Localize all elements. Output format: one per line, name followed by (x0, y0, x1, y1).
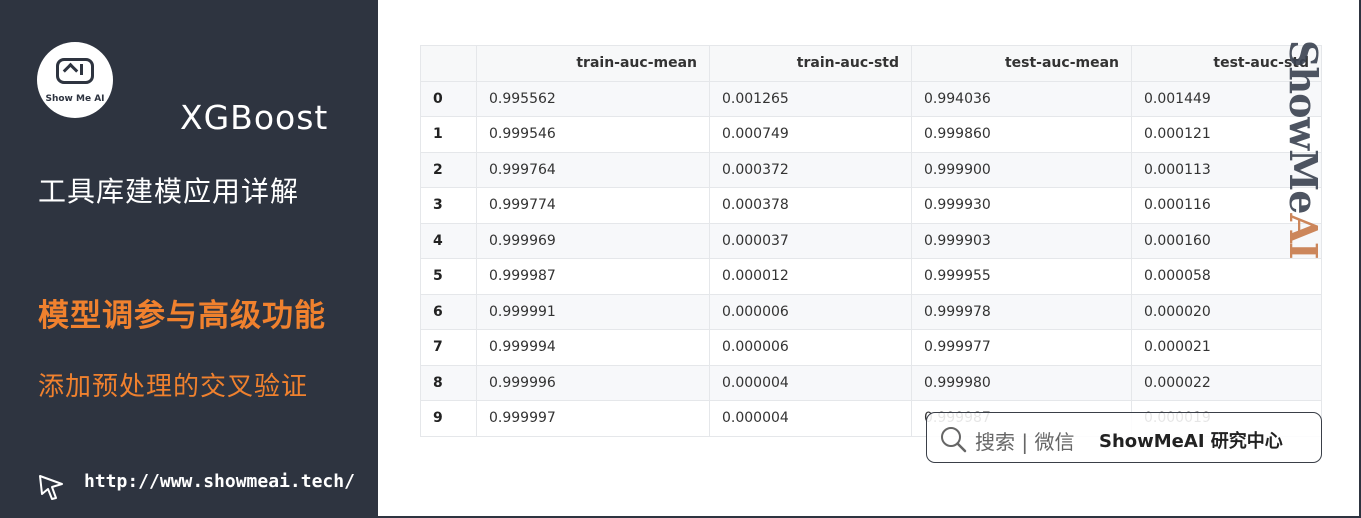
row-index: 6 (420, 293, 477, 330)
showmeai-logo: Show Me AI (37, 42, 113, 118)
table-cell: 0.999774 (476, 187, 710, 224)
table-cell: 0.999764 (476, 151, 710, 188)
search-label: 搜索 | 微信 (975, 430, 1075, 454)
brand-title: XGBoost (180, 98, 329, 137)
table-row: 7 0.999994 0.000006 0.999977 0.000021 (420, 329, 1322, 366)
table-cell: 0.000113 (1131, 151, 1322, 188)
table-cell: 0.999860 (911, 116, 1132, 153)
cv-results-table: train-auc-mean train-auc-std test-auc-me… (420, 45, 1322, 437)
table-cell: 0.000004 (709, 400, 912, 437)
table-cell: 0.999900 (911, 151, 1132, 188)
content-area: train-auc-mean train-auc-std test-auc-me… (378, 0, 1361, 518)
url-link[interactable]: http://www.showmeai.tech/ (36, 468, 366, 500)
table-row: 1 0.999546 0.000749 0.999860 0.000121 (420, 116, 1322, 153)
table-cell: 0.000058 (1131, 258, 1322, 295)
table-cell: 0.999980 (911, 364, 1132, 401)
table-header-row: train-auc-mean train-auc-std test-auc-me… (420, 45, 1322, 82)
header-train-auc-std: train-auc-std (709, 45, 912, 82)
table-row: 2 0.999764 0.000372 0.999900 0.000113 (420, 151, 1322, 188)
table-cell: 0.999978 (911, 293, 1132, 330)
table-cell: 0.000037 (709, 222, 912, 259)
table-cell: 0.000020 (1131, 293, 1322, 330)
table-cell: 0.999546 (476, 116, 710, 153)
header-index (420, 45, 477, 82)
table-cell: 0.999903 (911, 222, 1132, 259)
table-cell: 0.000006 (709, 293, 912, 330)
table-cell: 0.999969 (476, 222, 710, 259)
subsection-title: 添加预处理的交叉验证 (38, 372, 309, 402)
table-cell: 0.000004 (709, 364, 912, 401)
table-cell: 0.001449 (1131, 80, 1322, 117)
table-cell: 0.999994 (476, 329, 710, 366)
results-table-wrap: train-auc-mean train-auc-std test-auc-me… (420, 45, 1322, 437)
section-title: 模型调参与高级功能 (38, 298, 326, 334)
watermark-accent: AI (1281, 213, 1326, 259)
wechat-search-bar[interactable]: 搜索 | 微信 ShowMeAI 研究中心 (926, 412, 1322, 463)
table-cell: 0.000749 (709, 116, 912, 153)
table-row: 5 0.999987 0.000012 0.999955 0.000058 (420, 258, 1322, 295)
table-cell: 0.999991 (476, 293, 710, 330)
table-cell: 0.001265 (709, 80, 912, 117)
table-cell: 0.000006 (709, 329, 912, 366)
search-brand: ShowMeAI 研究中心 (1099, 431, 1283, 452)
table-cell: 0.999930 (911, 187, 1132, 224)
table-row: 4 0.999969 0.000037 0.999903 0.000160 (420, 222, 1322, 259)
table-cell: 0.000021 (1131, 329, 1322, 366)
sidebar-panel: Show Me AI XGBoost 工具库建模应用详解 模型调参与高级功能 添… (0, 0, 378, 518)
table-cell: 0.999977 (911, 329, 1132, 366)
table-body: 0 0.995562 0.001265 0.994036 0.001449 1 0.9995… (420, 80, 1322, 437)
table-cell: 0.000160 (1131, 222, 1322, 259)
header-test-auc-std: test-auc-std (1131, 45, 1322, 82)
table-cell: 0.000022 (1131, 364, 1322, 401)
row-index: 0 (420, 80, 477, 117)
table-cell: 0.999955 (911, 258, 1132, 295)
table-row: 8 0.999996 0.000004 0.999980 0.000022 (420, 364, 1322, 401)
watermark-main: ShowMe (1281, 40, 1326, 214)
row-index: 9 (420, 400, 477, 437)
showmeai-watermark: ShowMeAI (1281, 40, 1326, 280)
row-index: 8 (420, 364, 477, 401)
table-cell: 0.994036 (911, 80, 1132, 117)
table-row: 0 0.995562 0.001265 0.994036 0.001449 (420, 80, 1322, 117)
row-index: 3 (420, 187, 477, 224)
row-index: 4 (420, 222, 477, 259)
table-row: 3 0.999774 0.000378 0.999930 0.000116 (420, 187, 1322, 224)
table-cell: 0.000378 (709, 187, 912, 224)
header-test-auc-mean: test-auc-mean (911, 45, 1132, 82)
table-row: 6 0.999991 0.000006 0.999978 0.000020 (420, 293, 1322, 330)
table-cell: 0.000012 (709, 258, 912, 295)
logo-text: Show Me AI (45, 94, 105, 104)
table-cell: 0.000116 (1131, 187, 1322, 224)
table-cell: 0.999996 (476, 364, 710, 401)
table-cell: 0.995562 (476, 80, 710, 117)
table-cell: 0.999997 (476, 400, 710, 437)
row-index: 1 (420, 116, 477, 153)
header-train-auc-mean: train-auc-mean (476, 45, 710, 82)
robot-icon (56, 58, 94, 84)
page-title: 工具库建模应用详解 (38, 175, 300, 208)
row-index: 2 (420, 151, 477, 188)
table-cell: 0.999987 (476, 258, 710, 295)
cursor-icon (39, 475, 63, 500)
search-icon (941, 427, 967, 453)
url-text[interactable]: http://www.showmeai.tech/ (84, 471, 355, 492)
row-index: 7 (420, 329, 477, 366)
row-index: 5 (420, 258, 477, 295)
table-cell: 0.000372 (709, 151, 912, 188)
